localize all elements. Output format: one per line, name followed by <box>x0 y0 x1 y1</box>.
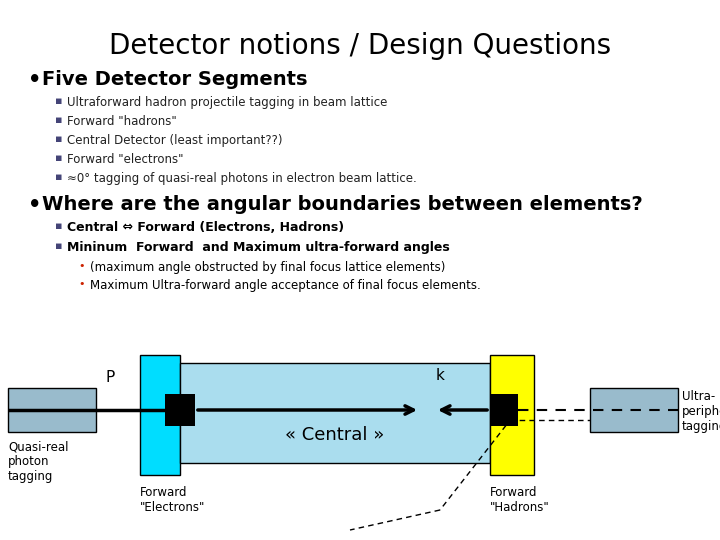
Text: •: • <box>28 195 41 215</box>
Text: ▪: ▪ <box>55 241 63 251</box>
Text: •: • <box>78 279 84 289</box>
Text: ▪: ▪ <box>55 153 63 163</box>
Text: •: • <box>78 261 84 271</box>
Text: k: k <box>436 368 444 383</box>
Text: Forward
"Electrons": Forward "Electrons" <box>140 486 205 514</box>
Bar <box>165 394 195 426</box>
Text: Forward "electrons": Forward "electrons" <box>67 153 184 166</box>
Text: ▪: ▪ <box>55 134 63 144</box>
Text: ▪: ▪ <box>55 221 63 231</box>
Text: Detector notions / Design Questions: Detector notions / Design Questions <box>109 32 611 60</box>
Text: ▪: ▪ <box>55 172 63 182</box>
Bar <box>8 388 96 432</box>
Text: Forward
"Hadrons": Forward "Hadrons" <box>490 486 550 514</box>
Text: Quasi-real
photon
tagging: Quasi-real photon tagging <box>8 440 68 483</box>
Text: Mininum  Forward  and Maximum ultra-forward angles: Mininum Forward and Maximum ultra-forwar… <box>67 241 450 254</box>
Text: Ultra-
peripheral,
tagging: Ultra- peripheral, tagging <box>682 390 720 433</box>
Text: Maximum Ultra-forward angle acceptance of final focus elements.: Maximum Ultra-forward angle acceptance o… <box>90 279 481 292</box>
Text: ▪: ▪ <box>55 96 63 106</box>
Bar <box>490 355 534 475</box>
Text: P: P <box>105 370 114 385</box>
Text: Central Detector (least important??): Central Detector (least important??) <box>67 134 282 147</box>
Text: Central ⇔ Forward (Electrons, Hadrons): Central ⇔ Forward (Electrons, Hadrons) <box>67 221 344 234</box>
Bar <box>490 394 518 426</box>
Text: (maximum angle obstructed by final focus lattice elements): (maximum angle obstructed by final focus… <box>90 261 446 274</box>
Text: ▪: ▪ <box>55 115 63 125</box>
Bar <box>140 355 180 475</box>
Text: Where are the angular boundaries between elements?: Where are the angular boundaries between… <box>42 195 643 214</box>
Text: Ultraforward hadron projectile tagging in beam lattice: Ultraforward hadron projectile tagging i… <box>67 96 387 109</box>
Text: « Central »: « Central » <box>285 426 384 444</box>
Text: Forward "hadrons": Forward "hadrons" <box>67 115 176 128</box>
Text: ≈0° tagging of quasi-real photons in electron beam lattice.: ≈0° tagging of quasi-real photons in ele… <box>67 172 417 185</box>
Bar <box>590 388 678 432</box>
Text: Five Detector Segments: Five Detector Segments <box>42 70 307 89</box>
Bar <box>180 363 490 463</box>
Text: •: • <box>28 70 41 90</box>
